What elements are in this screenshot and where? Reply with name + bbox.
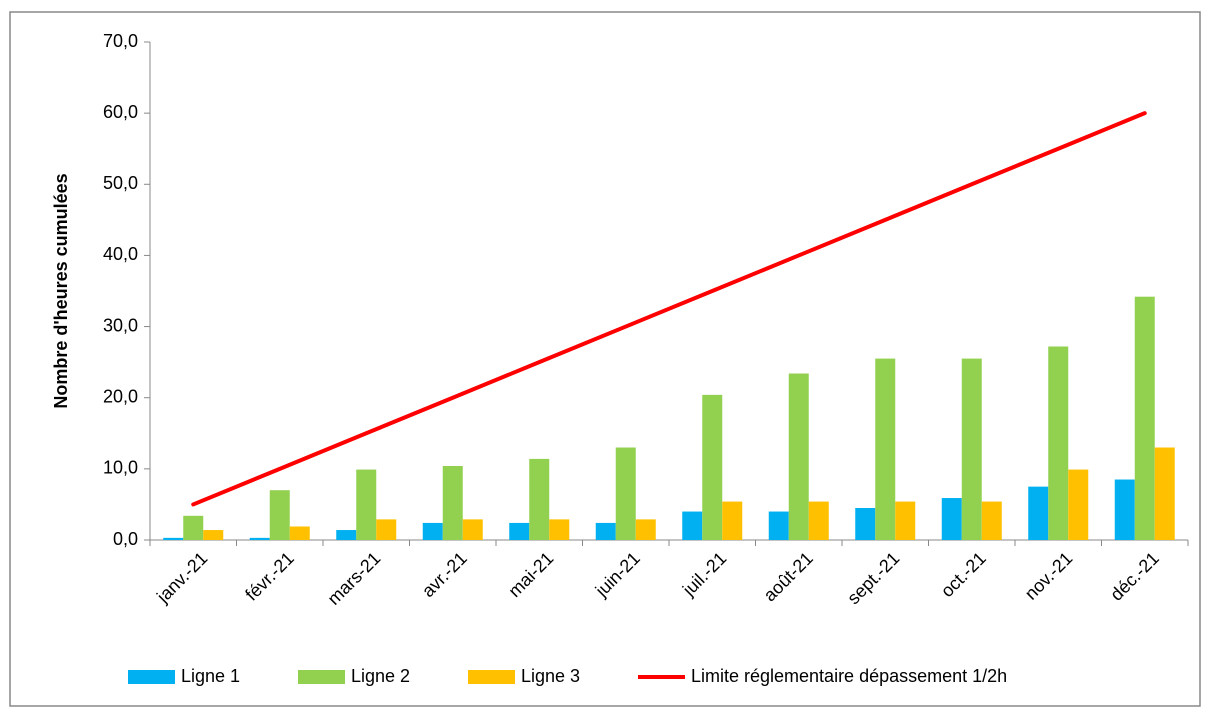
bar — [855, 507, 876, 540]
bar — [1154, 447, 1175, 540]
bar — [269, 490, 290, 540]
bar — [203, 530, 224, 540]
legend-label: Ligne 2 — [351, 666, 410, 686]
bar — [702, 394, 723, 540]
bar — [529, 458, 550, 540]
bar — [289, 526, 310, 540]
y-axis-label: Nombre d'heures cumulées — [51, 173, 71, 408]
bar — [961, 358, 982, 540]
y-tick-label: 70,0 — [103, 31, 138, 51]
bar — [595, 522, 616, 540]
legend-swatch — [128, 670, 175, 684]
bar — [376, 519, 397, 540]
bar — [895, 501, 916, 540]
legend-label: Ligne 1 — [181, 666, 240, 686]
bar — [635, 519, 656, 540]
bar — [722, 501, 743, 540]
bar — [183, 515, 204, 540]
y-tick-label: 0,0 — [113, 529, 138, 549]
bar — [788, 373, 809, 540]
bar — [1028, 486, 1049, 540]
legend-label: Ligne 3 — [521, 666, 580, 686]
bar — [808, 501, 829, 540]
bar — [1068, 469, 1089, 540]
chart-frame — [9, 11, 1201, 707]
legend-label: Limite réglementaire dépassement 1/2h — [691, 666, 1007, 686]
bar — [336, 530, 357, 540]
legend-swatch — [298, 670, 345, 684]
bar — [422, 522, 443, 540]
line — [191, 111, 1147, 507]
y-tick-label: 60,0 — [103, 102, 138, 122]
y-tick-label: 20,0 — [103, 386, 138, 406]
y-tick-label: 40,0 — [103, 244, 138, 264]
bar — [981, 501, 1002, 540]
bar — [615, 447, 636, 540]
bar — [941, 498, 962, 540]
legend-swatch — [468, 670, 515, 684]
bar — [442, 466, 463, 540]
y-tick-label: 10,0 — [103, 458, 138, 478]
bar — [509, 522, 530, 540]
y-tick-label: 30,0 — [103, 315, 138, 335]
y-tick-label: 50,0 — [103, 173, 138, 193]
bar — [356, 469, 377, 540]
bar — [1048, 346, 1069, 540]
bar — [249, 537, 270, 540]
bar — [549, 519, 570, 540]
bar — [1114, 479, 1135, 540]
bar — [163, 537, 184, 540]
bar — [682, 511, 703, 540]
bar — [875, 358, 896, 540]
bar — [768, 511, 789, 540]
bar — [1134, 296, 1155, 540]
bar — [462, 519, 483, 540]
